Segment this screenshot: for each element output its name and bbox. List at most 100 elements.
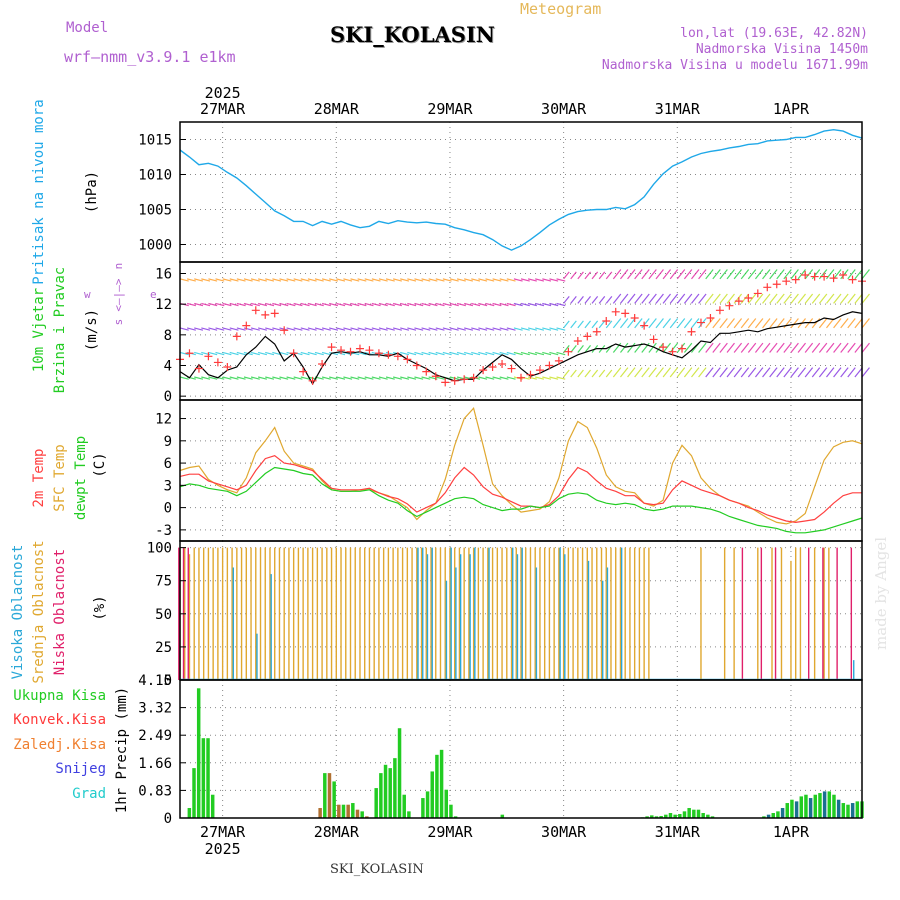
wind-barb: [840, 318, 849, 329]
precip-bar: [762, 816, 766, 818]
wind-barb: [428, 278, 438, 282]
precip-bar: [187, 808, 192, 818]
wind-barb: [286, 278, 296, 282]
wind-barb: [619, 293, 629, 304]
wind-gust-marker: [611, 307, 620, 316]
wind-barb: [648, 269, 657, 280]
pressure-ytick-label-3: 1015: [138, 133, 172, 149]
wind-gust-marker: [261, 310, 270, 319]
wind-barb: [265, 278, 275, 282]
wind-barb: [286, 302, 296, 307]
wind-barb: [364, 327, 374, 331]
wind-gust-marker: [346, 347, 355, 356]
wind-barb: [378, 278, 388, 282]
wind-barb: [556, 327, 566, 331]
precip-bar: [421, 798, 425, 818]
wind-barb: [861, 342, 870, 353]
wind-barb: [229, 376, 239, 380]
model-value: wrf—nmm_v3.9.1 e1km: [64, 48, 236, 66]
wind-gust-marker: [791, 275, 800, 284]
wind-gust-marker: [337, 346, 346, 355]
wind-barb: [357, 302, 367, 307]
dewpt-title: dewpt Temp: [73, 436, 89, 520]
wind-gust-marker: [659, 343, 668, 352]
wind-barb: [776, 342, 785, 353]
wind-barb: [648, 342, 657, 353]
wind-barb: [478, 278, 488, 282]
wind-barb: [435, 278, 445, 282]
wind-barb: [698, 318, 707, 329]
wind-barb: [754, 269, 764, 280]
precip-bar: [673, 814, 677, 818]
wind-barb: [655, 367, 664, 378]
precip-bar: [710, 816, 715, 818]
wind-barb: [307, 351, 317, 356]
wind-barb: [826, 269, 835, 280]
wind-gust-marker: [763, 283, 772, 292]
wind-gust-marker: [355, 344, 364, 353]
wind-barb: [293, 376, 303, 380]
wind-barb: [293, 302, 303, 307]
wind-barb: [577, 295, 584, 304]
temp-unit: (C): [92, 452, 108, 477]
wind-barb: [350, 278, 360, 282]
wind-barb: [186, 278, 196, 282]
wind-barb: [691, 367, 700, 378]
wind-barb: [329, 351, 339, 356]
precip-bar: [388, 768, 392, 818]
precip-bar: [192, 768, 196, 818]
precip-bar: [832, 794, 836, 818]
top-date-3: 30MAR: [541, 100, 587, 118]
precip-bar: [808, 798, 813, 818]
wind-barb: [556, 278, 566, 282]
wind-barb: [698, 367, 707, 378]
wind-barb: [265, 302, 275, 307]
wind-barb: [236, 327, 246, 331]
wind-barb: [492, 376, 502, 380]
wind-barb: [478, 327, 488, 331]
precip-bar: [355, 809, 360, 818]
wind-barb: [201, 302, 211, 307]
wind-barb: [286, 327, 296, 331]
wind-gust-marker: [725, 301, 734, 310]
wind-barb: [321, 376, 331, 380]
wind-barb: [279, 376, 289, 380]
wind-barb: [627, 318, 636, 329]
sfc-temp-line: [179, 406, 863, 525]
wind-barb: [669, 269, 679, 280]
wind-gust-marker: [592, 327, 601, 336]
wind-barb: [783, 367, 792, 378]
wind-barb: [456, 278, 466, 282]
wind-barb: [179, 351, 189, 356]
wind-barb: [485, 351, 495, 356]
wind-barb: [279, 351, 289, 356]
wind-gust-marker: [232, 332, 241, 341]
wind-barb: [329, 278, 339, 282]
wind-gust-marker: [640, 321, 649, 330]
wind-barb: [861, 367, 870, 378]
precip-bar: [654, 816, 659, 818]
wind-barb: [407, 302, 417, 307]
wind-barb: [769, 367, 778, 378]
wind-barb: [392, 302, 402, 307]
wind-barb: [201, 278, 211, 282]
precip-bar: [383, 764, 388, 818]
wind-barb: [314, 302, 324, 307]
wind-barb: [811, 269, 821, 280]
wind-barb: [627, 269, 636, 280]
cloud-unit: (%): [92, 595, 108, 620]
wind-barb: [655, 342, 664, 353]
wind-barb: [350, 302, 360, 307]
wind-barb: [272, 327, 282, 331]
precip-bar: [687, 808, 691, 818]
wind-barb: [194, 351, 204, 356]
wind-barb: [676, 318, 686, 329]
wind-barb: [215, 351, 225, 356]
wind-barb: [378, 302, 388, 307]
wind-barb: [662, 318, 672, 329]
wind-barb: [265, 376, 275, 380]
wind-barb: [435, 327, 445, 331]
station-title: SKI_KOLASIN: [330, 22, 495, 47]
precip-bar: [425, 791, 430, 818]
wind-barb: [272, 351, 282, 356]
